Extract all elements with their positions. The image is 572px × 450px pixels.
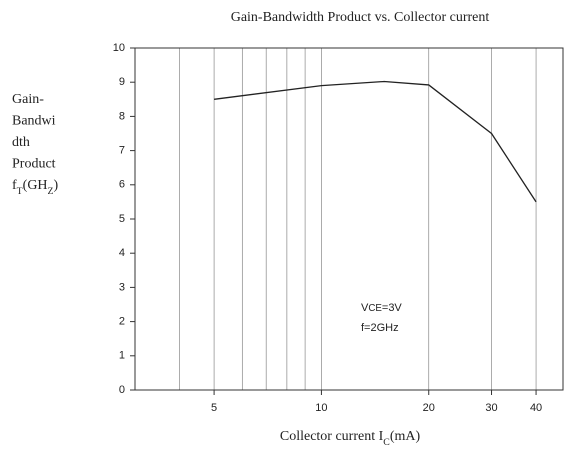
text-part: CE <box>368 303 382 314</box>
y-axis-label: Bandwi <box>12 114 56 129</box>
y-tick-label: 10 <box>113 42 125 54</box>
y-tick-label: 3 <box>119 281 125 293</box>
y-tick-label: 6 <box>119 179 125 191</box>
y-tick-label: 9 <box>119 76 125 88</box>
y-axis-label: Gain- <box>12 92 44 107</box>
y-tick-label: 8 <box>119 110 125 122</box>
text-part: T <box>17 186 23 197</box>
text-part: C <box>383 437 390 448</box>
y-tick-label: 4 <box>119 247 125 259</box>
plot-frame <box>134 47 564 391</box>
text-part: Collector current I <box>280 429 384 444</box>
y-axis-label: fT(GHZ) <box>12 178 59 197</box>
text-part: V <box>361 302 369 314</box>
annotation: VCE=3V <box>361 302 402 314</box>
y-tick-label: 2 <box>119 316 125 328</box>
text-part: f <box>12 178 17 193</box>
chart-title: Gain-Bandwidth Product vs. Collector cur… <box>231 10 490 25</box>
x-tick-label: 5 <box>211 402 217 414</box>
y-axis-label: dth <box>12 135 30 150</box>
text-part: f=2GHz <box>361 322 399 334</box>
text-part: =3V <box>382 302 403 314</box>
x-tick-label: 20 <box>423 402 435 414</box>
text-part: Z <box>48 186 54 197</box>
x-tick-label: 10 <box>315 402 327 414</box>
y-tick-label: 7 <box>119 145 125 157</box>
annotation: f=2GHz <box>361 322 399 334</box>
x-axis-label: Collector current IC(mA) <box>280 429 421 448</box>
x-tick-label: 40 <box>530 402 542 414</box>
y-axis-label: Product <box>12 157 56 172</box>
data-line <box>214 80 537 203</box>
y-tick-label: 0 <box>119 384 125 396</box>
x-tick-label: 30 <box>485 402 497 414</box>
text-part: ) <box>54 178 59 193</box>
text-part: (mA) <box>390 429 421 444</box>
y-tick-label: 1 <box>119 350 125 362</box>
text-part: (GH <box>23 178 48 193</box>
y-tick-label: 5 <box>119 213 125 225</box>
